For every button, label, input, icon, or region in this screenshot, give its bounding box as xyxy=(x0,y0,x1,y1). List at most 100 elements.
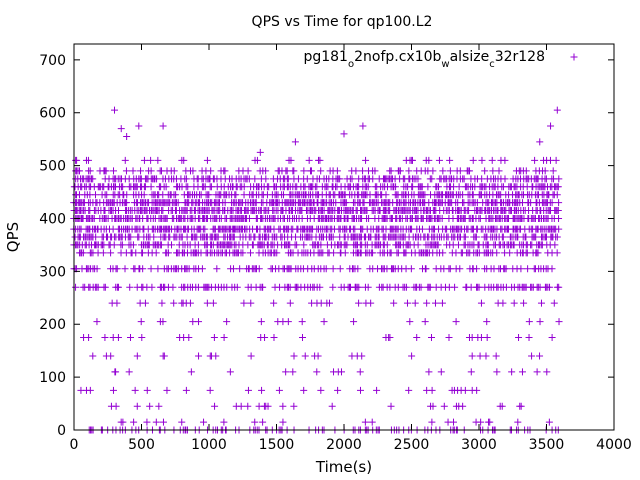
data-point xyxy=(329,265,337,273)
data-point xyxy=(387,167,395,175)
data-point xyxy=(159,122,167,130)
data-point xyxy=(456,265,464,273)
data-point xyxy=(498,402,506,410)
data-point xyxy=(452,318,460,326)
data-point xyxy=(115,207,123,215)
data-point xyxy=(206,386,214,394)
data-point xyxy=(137,167,145,175)
data-point xyxy=(469,156,477,164)
data-point xyxy=(350,318,358,326)
data-point xyxy=(123,133,131,141)
data-point xyxy=(553,106,561,114)
data-point xyxy=(226,368,234,376)
data-point xyxy=(382,191,390,199)
data-point xyxy=(200,418,208,426)
data-point xyxy=(407,265,415,273)
data-point xyxy=(92,233,100,241)
x-tick-label: 500 xyxy=(128,437,155,453)
y-tick-label: 400 xyxy=(39,211,66,227)
data-point xyxy=(101,283,109,291)
data-point xyxy=(552,156,560,164)
data-point xyxy=(525,318,533,326)
data-point xyxy=(237,402,245,410)
data-point xyxy=(555,225,563,233)
data-point xyxy=(211,402,219,410)
data-point xyxy=(298,318,306,326)
data-point xyxy=(290,352,298,360)
data-point xyxy=(146,402,154,410)
data-point xyxy=(109,386,117,394)
data-point xyxy=(461,386,469,394)
data-point xyxy=(317,167,325,175)
data-point xyxy=(101,333,109,341)
data-point xyxy=(317,241,325,249)
data-point xyxy=(528,352,536,360)
data-point xyxy=(305,156,313,164)
data-point xyxy=(110,241,118,249)
data-point xyxy=(184,183,192,191)
data-point xyxy=(369,175,377,183)
y-tick-label: 700 xyxy=(39,53,66,69)
data-point xyxy=(301,352,309,360)
data-point xyxy=(291,138,299,146)
data-point xyxy=(555,318,563,326)
data-point xyxy=(244,386,252,394)
data-point xyxy=(482,352,490,360)
data-point xyxy=(125,368,133,376)
data-point xyxy=(232,191,240,199)
data-point xyxy=(414,241,422,249)
data-point xyxy=(336,265,344,273)
data-point xyxy=(456,167,464,175)
data-point xyxy=(198,265,206,273)
data-point xyxy=(343,241,351,249)
data-point xyxy=(279,418,287,426)
data-point xyxy=(207,167,215,175)
x-tick-label: 1500 xyxy=(259,437,295,453)
data-point xyxy=(469,191,477,199)
data-point xyxy=(72,283,80,291)
data-point xyxy=(247,299,255,307)
data-point xyxy=(79,249,87,257)
data-point xyxy=(522,233,530,241)
data-point xyxy=(85,333,93,341)
x-tick-label: 4000 xyxy=(596,437,632,453)
data-point xyxy=(239,249,247,257)
data-point xyxy=(446,167,454,175)
data-point xyxy=(455,183,463,191)
data-point xyxy=(373,386,381,394)
data-point xyxy=(300,386,308,394)
data-point xyxy=(329,233,337,241)
data-point xyxy=(495,167,503,175)
data-point xyxy=(141,299,149,307)
legend: pg181o2nofp.cx10bwalsizec32r128 xyxy=(303,49,578,70)
data-point xyxy=(195,352,203,360)
data-point xyxy=(162,183,170,191)
data-point xyxy=(307,167,315,175)
data-point xyxy=(140,191,148,199)
data-point xyxy=(169,283,177,291)
data-point xyxy=(359,167,367,175)
data-point xyxy=(203,299,211,307)
data-point xyxy=(340,130,348,138)
data-point xyxy=(536,138,544,146)
data-point xyxy=(425,368,433,376)
data-point xyxy=(133,352,141,360)
data-point xyxy=(461,233,469,241)
data-point xyxy=(445,333,453,341)
data-point xyxy=(313,368,321,376)
data-point xyxy=(139,265,147,273)
data-point xyxy=(284,318,292,326)
data-point xyxy=(501,156,509,164)
data-point xyxy=(476,352,484,360)
data-point xyxy=(548,265,556,273)
data-point xyxy=(543,368,551,376)
data-point xyxy=(137,318,145,326)
data-point xyxy=(414,175,422,183)
data-point xyxy=(261,333,269,341)
data-point xyxy=(152,418,160,426)
data-point xyxy=(147,183,155,191)
data-point xyxy=(429,167,437,175)
data-point xyxy=(155,402,163,410)
data-point xyxy=(429,402,437,410)
